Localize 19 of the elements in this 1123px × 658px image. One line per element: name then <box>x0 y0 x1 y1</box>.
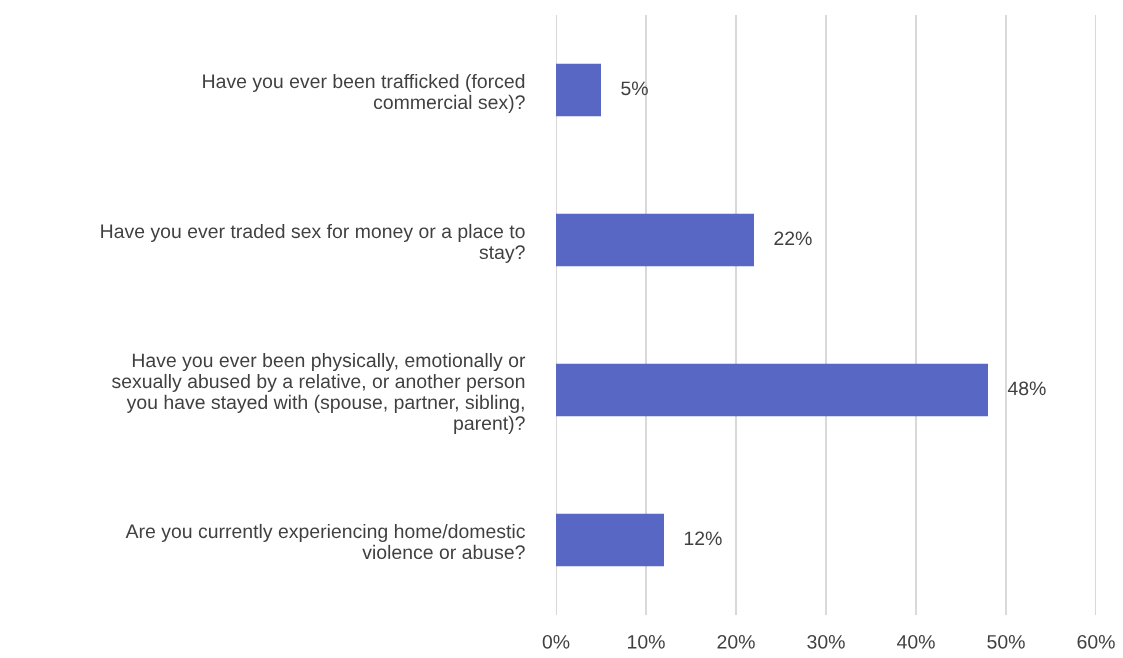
x-tick-label: 40% <box>896 634 935 649</box>
bar <box>556 63 601 117</box>
x-tick-label: 0% <box>542 634 570 649</box>
y-tick-label: Have you ever traded sex for money or a place to stay? <box>101 223 525 263</box>
y-tick-label: Have you ever been physically, emotionally or sexually abused by a relative, or another person you have stayed with (spouse, partner, sibling, parent)? <box>112 352 526 434</box>
data-label: 5% <box>621 81 648 96</box>
y-tick-label: Are you currently experiencing home/domestic violence or abuse? <box>125 523 525 560</box>
x-tick-label: 60% <box>1077 634 1115 649</box>
data-label: 22% <box>774 231 812 246</box>
data-label: 48% <box>1007 381 1046 396</box>
bar <box>556 513 664 567</box>
x-tick-label: 10% <box>628 634 665 649</box>
bar <box>556 213 754 267</box>
y-tick-label: Have you ever been trafficked (forced commercial sex)? <box>203 73 525 113</box>
bar <box>556 363 988 417</box>
x-tick-label: 50% <box>987 634 1025 649</box>
x-tick-label: 30% <box>807 634 845 649</box>
data-label: 12% <box>684 531 722 546</box>
x-tick-label: 20% <box>717 634 755 649</box>
